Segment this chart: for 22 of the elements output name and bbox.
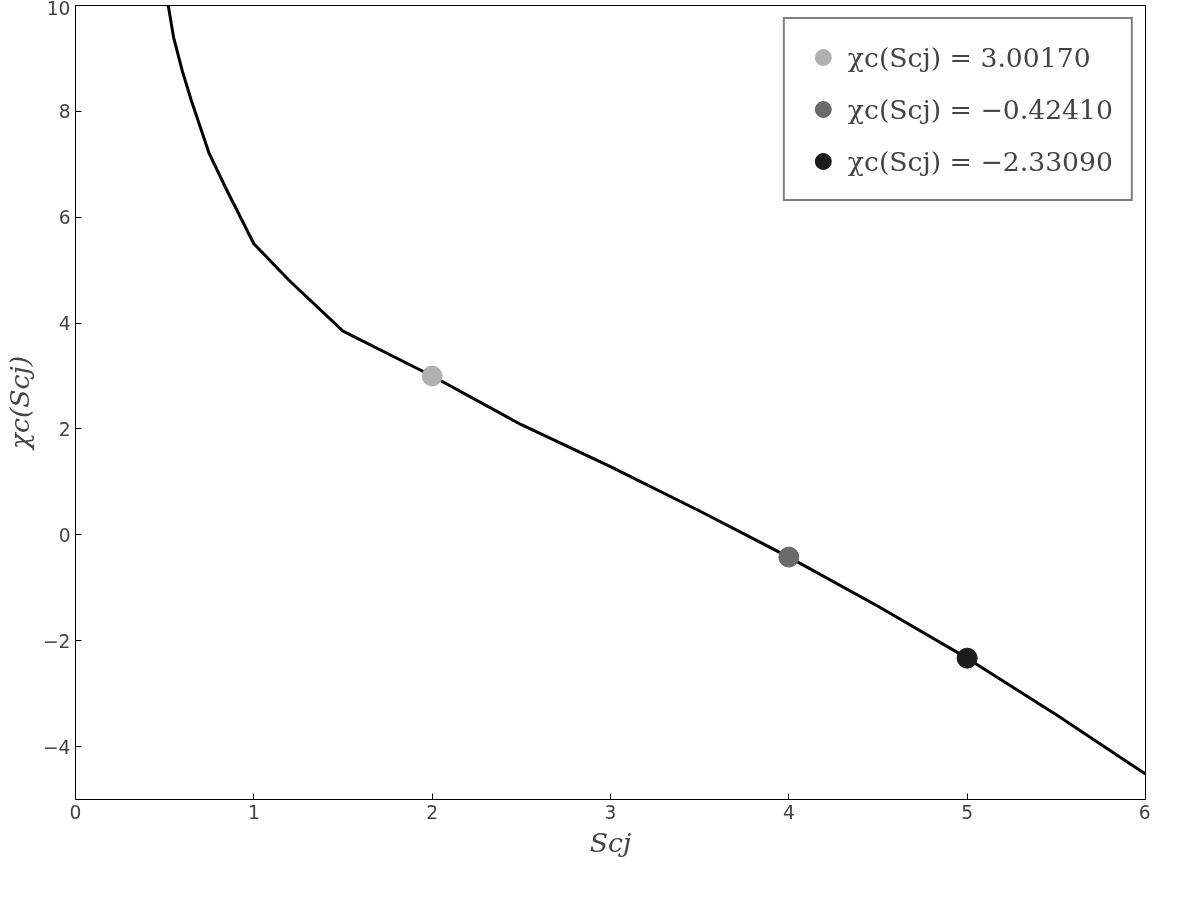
y-axis-title: χc(Scj) xyxy=(4,355,35,452)
x-tick-label: 3 xyxy=(604,801,617,823)
x-tick-label: 1 xyxy=(247,801,260,823)
y-tick-label: 6 xyxy=(58,207,71,229)
point xyxy=(956,647,978,669)
y-tick-label: 10 xyxy=(46,0,71,19)
x-tick-label: 5 xyxy=(961,801,974,823)
y-tick-label: 2 xyxy=(58,418,71,440)
point xyxy=(778,546,800,568)
x-axis-title: Scj xyxy=(589,826,632,858)
y-tick-label: −4 xyxy=(43,736,71,758)
legend-label: χc(Scj) = 3.00170 xyxy=(847,41,1091,73)
x-tick-label: 6 xyxy=(1138,801,1151,823)
y-tick-label: −2 xyxy=(43,630,71,652)
y-tick-label: 0 xyxy=(58,524,71,546)
point xyxy=(421,365,443,387)
x-tick-label: 4 xyxy=(782,801,795,823)
y-tick-label: 8 xyxy=(58,101,71,123)
x-tick-label: 2 xyxy=(426,801,439,823)
legend-label: χc(Scj) = −0.42410 xyxy=(847,93,1113,125)
legend-label: χc(Scj) = −2.33090 xyxy=(847,145,1113,177)
y-tick-label: 4 xyxy=(58,313,71,335)
